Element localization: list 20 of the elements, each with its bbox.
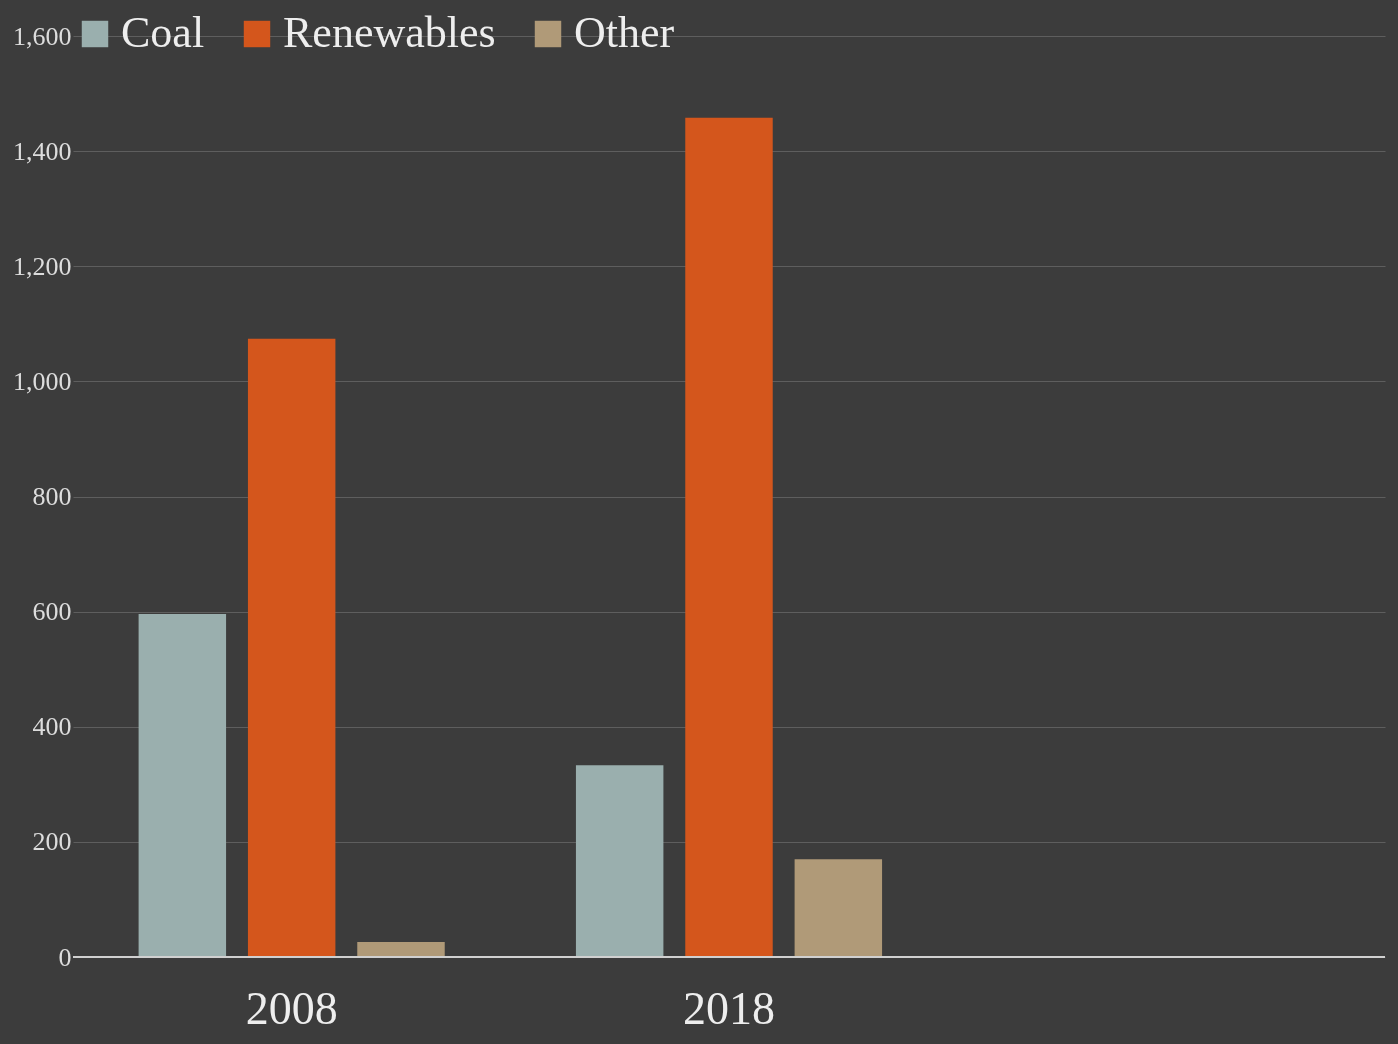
legend-label: Renewables xyxy=(283,8,496,57)
y-tick-label: 0 xyxy=(58,942,72,972)
legend-label: Other xyxy=(574,8,675,57)
bar xyxy=(685,117,773,957)
y-tick-label: 600 xyxy=(32,597,72,627)
y-tick-label: 1,600 xyxy=(13,21,72,51)
bar xyxy=(138,613,227,957)
legend-label: Coal xyxy=(121,8,205,57)
bar xyxy=(357,942,445,957)
y-tick-label: 1,000 xyxy=(13,366,72,396)
bar xyxy=(794,859,883,957)
y-tick-label: 800 xyxy=(32,482,72,511)
x-tick-label: 2018 xyxy=(683,982,775,1034)
x-tick-label: 2008 xyxy=(245,982,338,1034)
y-tick-label: 1,400 xyxy=(13,136,72,166)
bar xyxy=(575,765,664,957)
y-tick-label: 400 xyxy=(32,712,72,742)
bar xyxy=(247,338,336,957)
y-tick-label: 1,200 xyxy=(13,251,72,281)
y-tick-label: 200 xyxy=(32,827,72,857)
